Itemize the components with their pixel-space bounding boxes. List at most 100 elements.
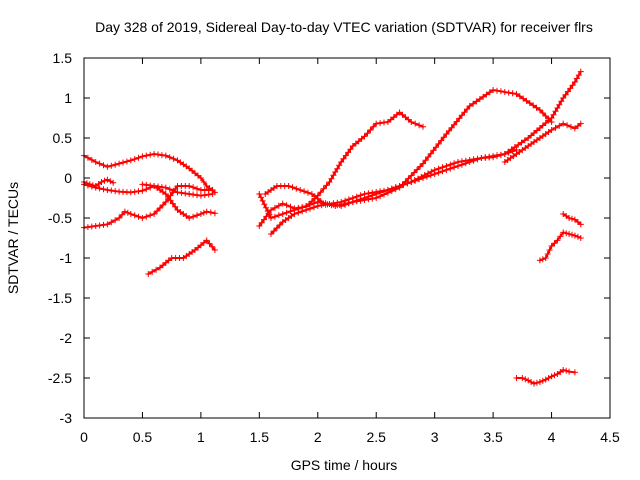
data-point [369, 192, 376, 199]
data-point [458, 161, 465, 168]
data-point [338, 203, 345, 209]
data-point [539, 377, 546, 384]
data-point [135, 213, 142, 220]
data-point [119, 211, 125, 218]
x-tick-label: 3 [431, 429, 439, 445]
y-axis: -3 -2.5 -2 -1.5 -1 -0.5 0 0.5 1 1.5 [48, 50, 610, 426]
data-point [384, 187, 391, 193]
data-point [203, 208, 210, 215]
data-point [408, 119, 415, 125]
data-point [145, 271, 152, 277]
data-point [112, 161, 119, 168]
data-point [551, 372, 558, 379]
data-point [266, 211, 273, 218]
data-point [259, 197, 266, 204]
data-point [364, 130, 371, 137]
data-point [494, 87, 500, 94]
data-point [550, 111, 557, 118]
y-tick-label: -2 [60, 330, 73, 346]
data-point [573, 75, 580, 82]
data-point [194, 185, 200, 192]
data-point [155, 151, 161, 158]
data-point [167, 197, 174, 204]
chart-title: Day 328 of 2019, Sidereal Day-to-day VTE… [95, 19, 593, 35]
data-point [330, 172, 337, 179]
data-point [568, 123, 574, 130]
data-point [317, 189, 324, 196]
data-point [203, 237, 210, 244]
data-point [439, 168, 446, 175]
data-point [515, 141, 522, 148]
data-point [367, 127, 374, 133]
data-point [427, 172, 434, 179]
data-point [513, 375, 520, 381]
data-point [566, 231, 573, 237]
data-point [560, 229, 567, 236]
data-point [116, 215, 123, 221]
data-point [120, 159, 126, 166]
data-point [305, 189, 311, 196]
data-point [430, 147, 437, 154]
data-point [566, 215, 573, 221]
data-point [108, 162, 115, 169]
data-point [526, 100, 533, 107]
data-point [169, 200, 176, 207]
data-point [104, 163, 111, 170]
data-point [332, 169, 339, 175]
data-point [271, 204, 278, 211]
data-point [261, 201, 268, 208]
data-point [287, 208, 294, 215]
data-point [151, 211, 158, 217]
data-point [96, 160, 103, 167]
data-point [256, 223, 263, 229]
plot-frame [83, 57, 611, 419]
data-point [453, 118, 460, 125]
data-point [197, 175, 204, 181]
data-point [190, 184, 197, 191]
data-point [108, 219, 115, 226]
data-point [209, 243, 216, 250]
y-axis-label: SDTVAR / TECUs [5, 182, 21, 294]
data-point [446, 127, 452, 134]
data-point [567, 85, 574, 92]
data-point [533, 379, 540, 386]
data-point [508, 146, 515, 153]
x-tick-label: 0.5 [133, 429, 153, 445]
series-d [81, 183, 216, 231]
data-point [377, 189, 384, 196]
data-point [564, 122, 571, 129]
data-point [256, 191, 263, 197]
series-l [513, 367, 578, 387]
data-point [536, 257, 543, 264]
data-point [416, 122, 423, 129]
data-point [263, 204, 269, 211]
data-point [83, 180, 90, 187]
data-point [388, 185, 395, 192]
data-point [127, 211, 134, 217]
data-point [326, 179, 333, 185]
data-point [377, 120, 384, 127]
series-b [81, 181, 216, 199]
y-tick-label: -1 [60, 250, 73, 266]
data-point [408, 179, 415, 185]
data-point [501, 151, 508, 157]
data-point [162, 184, 169, 191]
data-point [320, 185, 327, 192]
data-point [149, 268, 156, 275]
data-point [178, 189, 185, 196]
data-point [279, 211, 286, 217]
data-point [293, 185, 300, 192]
data-point [200, 209, 207, 216]
data-point [365, 193, 372, 200]
data-point [131, 156, 138, 163]
data-point [172, 203, 179, 210]
data-point [323, 182, 330, 189]
data-point [571, 79, 578, 85]
data-point [143, 152, 150, 159]
data-point [96, 185, 103, 192]
data-point [558, 98, 565, 105]
data-point [562, 91, 569, 98]
data-point [147, 212, 154, 219]
data-point [571, 232, 578, 239]
data-point [96, 222, 103, 229]
